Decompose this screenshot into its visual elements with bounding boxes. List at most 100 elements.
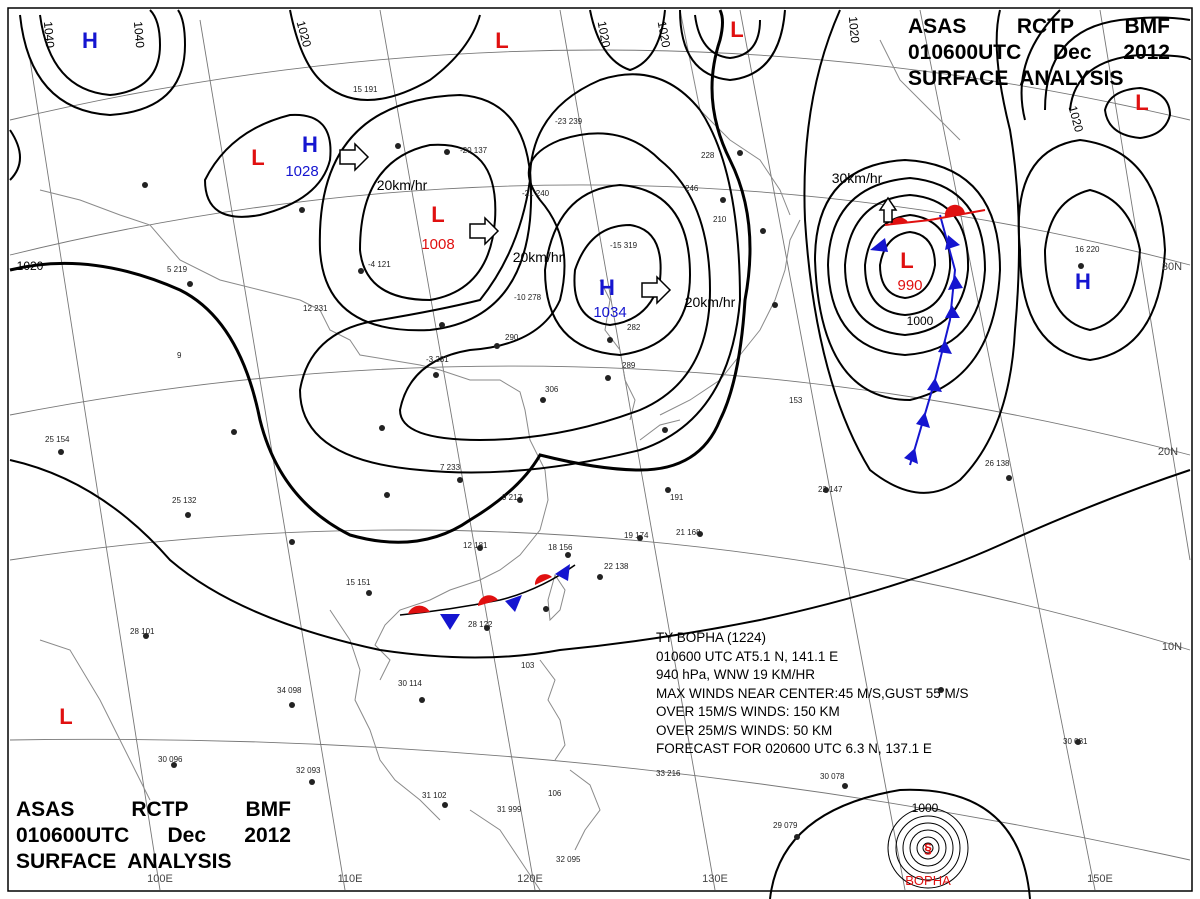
header-top-title: SURFACE ANALYSIS (908, 67, 1124, 90)
parallel-40n (9, 49, 1191, 121)
header-top-code: BMF (1124, 15, 1171, 38)
station-observation-label: 228 (701, 151, 715, 160)
pressure-value-label: 1028 (285, 163, 318, 180)
typhoon-info-line: FORECAST FOR 020600 UTC 6.3 N, 137.1 E (656, 741, 932, 756)
meridian-160e (1099, 9, 1191, 561)
isobar-1020-west (9, 9, 752, 544)
isobar-value-label: 1020 (1066, 104, 1087, 134)
header-bottom-station: RCTP (131, 798, 189, 821)
station-observation-label: -20 137 (460, 146, 488, 155)
parallel-0 (9, 738, 1191, 861)
low-pressure-symbol: L (1135, 90, 1148, 115)
motion-arrows (339, 142, 898, 305)
isobar-ridge-2 (298, 73, 742, 474)
typhoon-info-line: TY BOPHA (1224) (656, 630, 767, 645)
high-pressure-symbol: H (1075, 269, 1091, 294)
coast-taiwan (547, 573, 566, 622)
header-top-month: Dec (1052, 41, 1092, 64)
coast-china (299, 299, 549, 681)
station-observation-label: 289 (622, 361, 636, 370)
station-observation-label: 106 (548, 789, 562, 798)
typhoon-info-line: 010600 UTC AT5.1 N, 141.1 E (656, 648, 839, 664)
coast-mongolia (39, 189, 301, 301)
low-pressure-symbol: L (431, 202, 444, 227)
coast-kamchatka (879, 39, 961, 141)
typhoon-info-line: MAX WINDS NEAR CENTER:45 M/S,GUST 55 M/S (656, 685, 969, 701)
station-observation-label: 7 233 (440, 463, 461, 472)
meridian-140e (739, 9, 906, 891)
low-pressure-symbol: L (59, 704, 72, 729)
isobar-low-1008-2 (318, 93, 533, 332)
coast-indochina (329, 609, 441, 821)
station-observation-label: 210 (713, 215, 727, 224)
station-observation-label: 12 181 (463, 541, 488, 550)
high-pressure-symbol: H (82, 28, 98, 53)
isobar-value-label: 1000 (907, 314, 934, 328)
meridian-120e (379, 9, 536, 891)
isobar-ne-low-3 (1044, 16, 1191, 111)
station-observation-label: 15 191 (353, 85, 378, 94)
station-observation-label: 25 132 (172, 496, 197, 505)
latitude-label: 30N (1162, 261, 1182, 273)
isobar-east-low-1 (694, 14, 761, 60)
longitude-label: 150E (1087, 873, 1113, 885)
station-observation-label: 15 151 (346, 578, 371, 587)
header-top-right: ASAS RCTP BMF 010600UTC Dec 2012 SURFACE… (908, 14, 1170, 92)
header-top-agency: ASAS (908, 15, 967, 38)
isobar-south-wide (9, 459, 1191, 659)
coast-kyushu (639, 419, 681, 441)
station-observation-label: 34 098 (277, 686, 302, 695)
header-top-station: RCTP (1016, 15, 1075, 38)
isobar-value-label: 1040 (131, 21, 147, 49)
station-observation-label: 31 102 (422, 791, 447, 800)
header-bottom-title: SURFACE ANALYSIS (16, 850, 232, 873)
coast-japan (659, 219, 801, 416)
low-pressure-symbol: L (251, 145, 264, 170)
warm-front-east (884, 204, 986, 226)
low-pressure-symbol: L (495, 28, 508, 53)
isobar-1000-ring (843, 193, 970, 337)
station-observation-label: 16 220 (1075, 245, 1100, 254)
parallel-20n (9, 365, 1191, 456)
pressure-value-label: 990 (897, 277, 922, 294)
graticule (9, 9, 1191, 891)
station-observation-label: 31 999 (497, 805, 522, 814)
pressure-value-label: 1008 (421, 236, 454, 253)
isobar-value-label: 1020 (17, 259, 44, 273)
coastlines (39, 9, 961, 891)
system-motion-label: 20km/hr (513, 249, 564, 265)
header-bottom-month: Dec (167, 824, 207, 847)
low-pressure-symbol: L (900, 248, 913, 273)
station-markers (58, 143, 1084, 840)
arrow-4 (878, 196, 898, 223)
station-observation-label: -21 240 (522, 189, 550, 198)
latitude-label: 10N (1162, 641, 1182, 653)
station-observation-label: 32 095 (556, 855, 581, 864)
isobar-ring-6 (803, 9, 1020, 494)
station-observation-label: 30 081 (1063, 737, 1088, 746)
station-observation-label: 9 217 (502, 493, 523, 502)
isobar-value-label: 1000 (912, 801, 939, 815)
header-bottom-agency: ASAS (16, 798, 75, 821)
header-bottom-year: 2012 (244, 824, 291, 847)
station-observation-label: 28 101 (130, 627, 155, 636)
header-top-year: 2012 (1123, 41, 1170, 64)
station-observation-label: -23 239 (555, 117, 583, 126)
meridian-150e (919, 9, 1096, 891)
station-observation-label: 290 (505, 333, 519, 342)
station-observation-label: -3 281 (426, 355, 449, 364)
longitude-label: 110E (338, 873, 363, 885)
isobar-value-label: 1020 (595, 20, 613, 49)
station-observation-label: 191 (670, 493, 684, 502)
isobar-value-label: 1020 (294, 19, 315, 49)
station-observation-label: 30 096 (158, 755, 183, 764)
cold-front-east (870, 214, 963, 466)
isobar-ridge-1 (398, 132, 712, 442)
isobar-1020-north2 (589, 9, 666, 72)
station-observation-label: 306 (545, 385, 559, 394)
isobar-ring-4 (826, 176, 987, 357)
station-observation-label: -4 121 (368, 260, 391, 269)
header-bottom-left: ASAS RCTP BMF 010600UTC Dec 2012 SURFACE… (16, 797, 291, 875)
typhoon-bopha-rings (887, 807, 969, 889)
station-observations: 25 154 25 132 28 101 30 114 34 098 32 093 31 1… (45, 85, 1100, 864)
